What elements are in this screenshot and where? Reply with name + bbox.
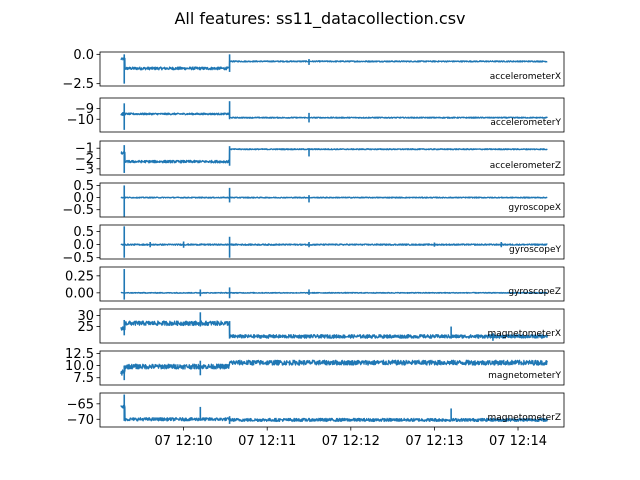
- y-tick-label-accelerometerx-1: −2.5: [62, 77, 94, 92]
- panel-accelerometerz: −1−2−3 accelerometerZ: [75, 140, 565, 177]
- panel-frame-magnetometery: [99, 350, 565, 386]
- panels-group: 0.0 −2.5 accelerometerX −9−10 accelerometerY…: [62, 48, 565, 428]
- y-tick-label-magnetometerz-1: −70: [67, 413, 94, 428]
- y-tick-label-gyroscopex-1: 0.0: [73, 191, 94, 206]
- panel-label-accelerometerx: accelerometerX: [490, 72, 561, 82]
- panel-label-gyroscopex: gyroscopeX: [508, 203, 561, 213]
- y-tick-label-magnetometery-1: 10.0: [65, 359, 94, 374]
- y-tick-label-gyroscopex-2: −0.5: [62, 203, 94, 218]
- series-line-gyroscopez: [120, 291, 548, 294]
- y-tick-label-gyroscopey-2: −0.5: [62, 251, 94, 266]
- x-tick-label-3: 07 12:13: [405, 434, 463, 449]
- panel-accelerometerx: 0.0 −2.5 accelerometerX: [62, 48, 565, 92]
- panel-gyroscopex: 0.50.0−0.5 gyroscopeX: [62, 179, 565, 218]
- y-tick-label-gyroscopey-1: 0.0: [73, 238, 94, 253]
- panel-label-gyroscopey: gyroscopeY: [509, 245, 561, 255]
- x-tick-label-1: 07 12:11: [238, 434, 296, 449]
- series-line-magnetometery: [120, 359, 548, 376]
- panel-label-accelerometery: accelerometerY: [490, 118, 561, 128]
- panel-magnetometery: 12.510.07.5 magnetometerY: [65, 347, 565, 386]
- x-tick-label-4: 07 12:14: [489, 434, 547, 449]
- y-tick-label-gyroscopey-0: 0.5: [73, 225, 94, 240]
- y-tick-label-accelerometery-1: −10: [67, 113, 94, 128]
- series-line-gyroscopey: [120, 243, 548, 246]
- series-line-gyroscopex: [120, 196, 548, 199]
- panel-gyroscopez: 0.25 0.00 gyroscopeZ: [65, 266, 565, 302]
- panel-frame-gyroscopex: [99, 182, 565, 218]
- panel-accelerometery: −9−10 accelerometerY: [67, 97, 565, 133]
- panel-label-accelerometerz: accelerometerZ: [490, 161, 561, 171]
- panel-gyroscopey: 0.50.0−0.5 gyroscopeY: [62, 224, 565, 266]
- y-tick-label-accelerometerz-2: −3: [75, 162, 94, 177]
- x-tick-label-0: 07 12:10: [155, 434, 213, 449]
- chart-title: All features: ss11_datacollection.csv: [174, 9, 465, 29]
- panel-frame-accelerometerx: [99, 51, 565, 87]
- y-tick-label-accelerometerz-0: −1: [75, 142, 94, 157]
- panel-frame-gyroscopey: [99, 224, 565, 260]
- y-tick-label-gyroscopex-0: 0.5: [73, 179, 94, 194]
- y-tick-label-accelerometerz-1: −2: [75, 152, 94, 167]
- panel-frame-magnetometerz: [99, 392, 565, 428]
- series-line-magnetometerz: [120, 404, 548, 423]
- y-tick-label-gyroscopez-0: 0.25: [65, 269, 94, 284]
- x-axis: 07 12:10 07 12:11 07 12:12 07 12:13 07 12:14: [155, 427, 547, 449]
- panel-label-gyroscopez: gyroscopeZ: [508, 287, 561, 297]
- series-line-accelerometerz: [120, 148, 548, 164]
- series-line-magnetometerx: [120, 320, 548, 339]
- y-tick-label-magnetometerx-0: 30: [77, 309, 94, 324]
- y-tick-label-magnetometerx-1: 25: [77, 320, 94, 335]
- panel-label-magnetometerz: magnetometerZ: [487, 413, 561, 423]
- panel-frame-accelerometerz: [99, 140, 565, 176]
- panel-frame-accelerometery: [99, 97, 565, 133]
- y-tick-label-magnetometery-2: 7.5: [73, 371, 94, 386]
- y-tick-label-accelerometery-0: −9: [75, 102, 94, 117]
- y-tick-label-magnetometery-0: 12.5: [65, 347, 94, 362]
- panel-frame-gyroscopez: [99, 266, 565, 302]
- panel-label-magnetometerx: magnetometerX: [487, 329, 561, 339]
- panel-frame-magnetometerx: [99, 308, 565, 344]
- y-tick-label-magnetometerz-0: −65: [67, 397, 94, 412]
- series-line-accelerometery: [120, 111, 548, 119]
- panel-magnetometerz: −65−70 magnetometerZ: [67, 392, 565, 428]
- x-tick-label-2: 07 12:12: [322, 434, 380, 449]
- y-tick-label-accelerometerx-0: 0.0: [73, 48, 94, 63]
- y-tick-label-gyroscopez-1: 0.00: [65, 286, 94, 301]
- series-line-accelerometerx: [120, 57, 548, 71]
- panel-label-magnetometery: magnetometerY: [488, 371, 561, 381]
